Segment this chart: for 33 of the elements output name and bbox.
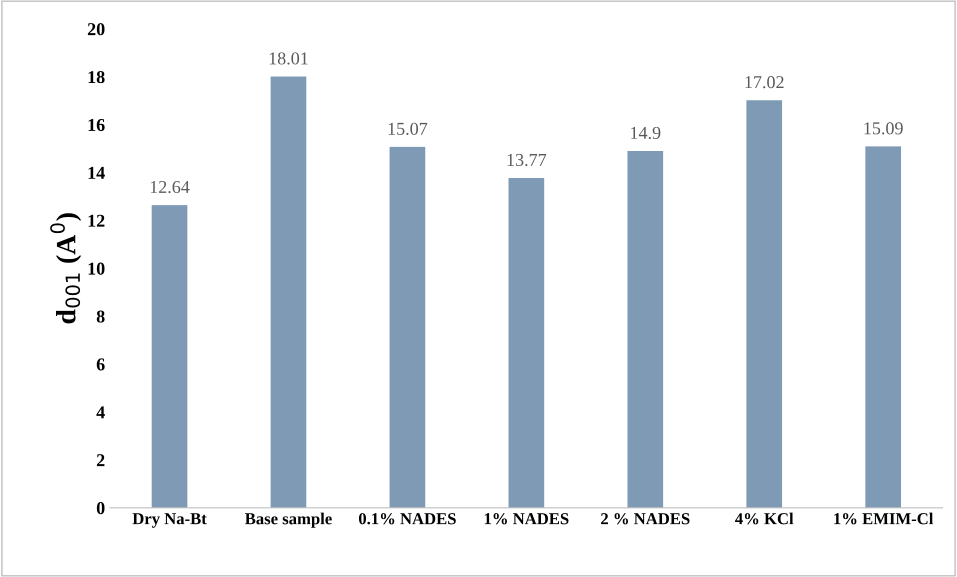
y-tick-label: 18 <box>88 71 105 84</box>
y-axis-title: d$_{001}$ (A$^{0}$) <box>50 213 82 324</box>
y-tick-label: 6 <box>96 358 105 371</box>
x-tick-label: Base sample <box>244 512 332 528</box>
x-tick-label: 1% NADES <box>484 513 568 524</box>
x-tick-label: 4% KCl <box>735 512 794 524</box>
bar <box>865 146 902 508</box>
x-tick-label: 2 % NADES <box>601 513 690 524</box>
data-label: 15.09 <box>864 122 903 134</box>
data-label: 13.77 <box>508 154 546 166</box>
y-tick-label: 2 <box>96 454 104 466</box>
data-label: 18.01 <box>270 52 308 65</box>
bar <box>152 205 188 508</box>
x-tick-label: 1% EMIM-Cl <box>834 512 934 524</box>
data-label: 15.07 <box>388 122 428 135</box>
data-label: 12.64 <box>150 180 190 194</box>
x-tick-label: Dry Na-Bt <box>132 513 207 528</box>
y-tick-label: 8 <box>96 310 105 323</box>
bar <box>390 146 426 508</box>
y-tick-label: 4 <box>96 406 105 418</box>
y-tick-label: 0 <box>96 502 105 514</box>
data-label: 14.9 <box>631 126 660 140</box>
y-tick-label: 10 <box>88 262 105 275</box>
y-tick-label: 16 <box>88 118 105 132</box>
y-tick-label: 12 <box>88 214 104 227</box>
y-tick-label: 20 <box>88 23 105 36</box>
bar <box>270 76 306 508</box>
data-label: 17.02 <box>746 76 784 88</box>
bar <box>627 150 664 508</box>
bar <box>508 178 544 508</box>
bar <box>746 100 782 508</box>
y-tick-label: 14 <box>88 166 105 179</box>
x-tick-label: 0.1% NADES <box>358 513 456 524</box>
